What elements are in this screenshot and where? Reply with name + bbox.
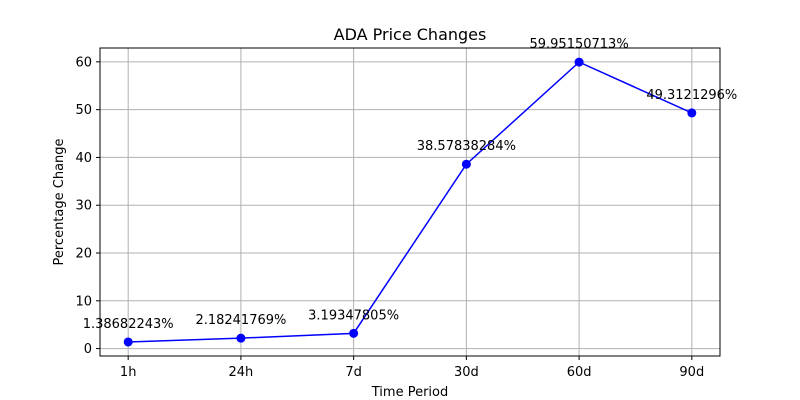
data-label: 49.3121296% <box>646 88 737 103</box>
y-tick-label: 0 <box>84 342 92 357</box>
x-tick-label: 24h <box>229 365 254 380</box>
data-label: 1.38682243% <box>83 317 174 332</box>
series-layer: 1.38682243% 2.18241769% 3.19347805% 38.5783… <box>83 37 737 347</box>
data-label: 3.19347805% <box>308 308 399 323</box>
data-point <box>574 57 584 67</box>
data-label: 59.95150713% <box>529 37 628 52</box>
x-tick-label: 30d <box>454 365 479 380</box>
y-tick-label: 60 <box>75 55 92 70</box>
x-tick-label: 1h <box>120 365 137 380</box>
x-tick-label: 7d <box>345 365 362 380</box>
data-point <box>687 108 697 118</box>
y-tick-label: 20 <box>75 247 92 262</box>
series-line <box>128 61 693 343</box>
y-tick-label: 40 <box>75 151 92 166</box>
x-tick-label: 90d <box>679 365 704 380</box>
data-point <box>349 328 359 338</box>
x-tick-label: 60d <box>567 365 592 380</box>
data-point <box>236 333 246 343</box>
plot-frame <box>99 47 721 357</box>
y-axis-label: Percentage Change <box>52 138 67 265</box>
plot-area <box>100 48 720 356</box>
axis-ticks: 1h 24h 7d 30d 60d 90d 0 10 20 30 40 50 60 <box>75 55 704 380</box>
chart-title: ADA Price Changes <box>334 25 487 44</box>
x-axis-label: Time Period <box>371 385 448 400</box>
data-label: 38.57838284% <box>417 139 516 154</box>
y-tick-label: 30 <box>75 199 92 214</box>
y-tick-label: 10 <box>75 294 92 309</box>
data-point <box>461 159 471 169</box>
grid <box>100 48 720 356</box>
y-tick-label: 50 <box>75 103 92 118</box>
data-label: 2.18241769% <box>195 313 286 328</box>
data-point <box>123 337 133 347</box>
